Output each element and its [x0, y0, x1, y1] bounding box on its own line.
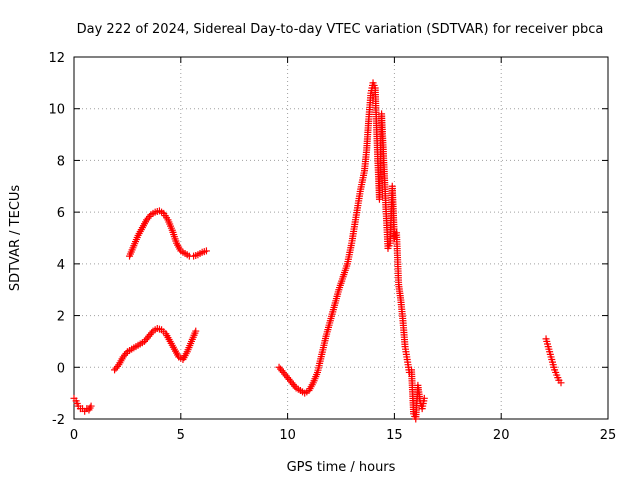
- y-tick-label: 2: [57, 310, 65, 325]
- data-point: [113, 362, 121, 370]
- x-axis-label: GPS time / hours: [287, 460, 396, 475]
- grid: [74, 57, 608, 419]
- y-tick-label: -2: [52, 413, 65, 428]
- data-point: [557, 379, 565, 387]
- axis-ticks: 0 5 10 15 20 25 -2 0 2 4 6 8 10 12: [48, 51, 616, 443]
- plot-frame: [73, 56, 609, 420]
- y-tick-label: 12: [48, 51, 65, 66]
- data-point: [148, 329, 156, 337]
- series-arc-4: [275, 79, 428, 423]
- x-tick-label: 0: [70, 428, 78, 443]
- data-point: [87, 402, 95, 410]
- x-tick-label: 5: [177, 428, 185, 443]
- x-tick-label: 20: [493, 428, 510, 443]
- y-tick-label: 8: [57, 154, 65, 169]
- series-arc-3: [126, 207, 210, 260]
- series-arc-5: [542, 335, 565, 387]
- data-point: [145, 212, 153, 220]
- data-point: [291, 382, 299, 390]
- x-tick-label: 10: [279, 428, 296, 443]
- data-points: [70, 79, 565, 423]
- x-tick-label: 25: [600, 428, 617, 443]
- data-point: [202, 247, 210, 255]
- data-point: [192, 327, 200, 335]
- series-arc-2: [111, 325, 200, 374]
- y-tick-label: 10: [48, 103, 65, 118]
- data-point: [122, 349, 130, 357]
- y-tick-label: 0: [57, 361, 65, 376]
- y-tick-label: 4: [57, 258, 65, 273]
- x-tick-label: 15: [386, 428, 403, 443]
- y-tick-label: 6: [57, 206, 65, 221]
- series-arc-1: [70, 394, 95, 415]
- data-point: [420, 394, 428, 402]
- y-axis-label: SDTVAR / TECUs: [8, 185, 23, 292]
- chart-title: Day 222 of 2024, Sidereal Day-to-day VTE…: [77, 22, 604, 37]
